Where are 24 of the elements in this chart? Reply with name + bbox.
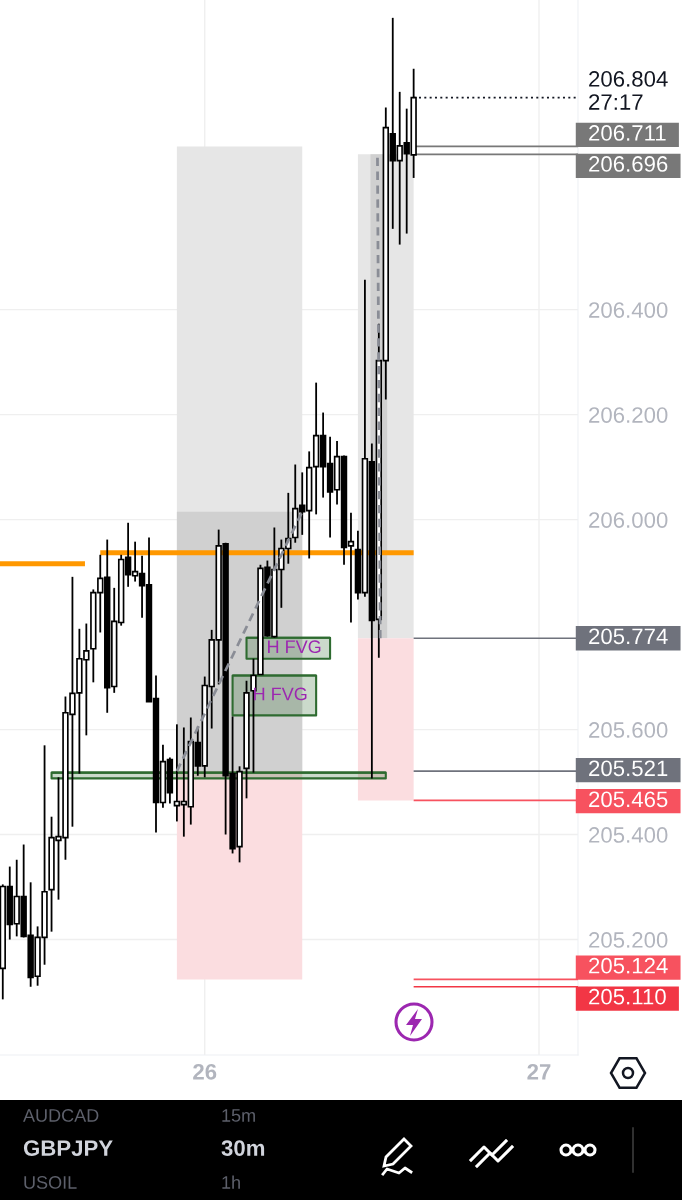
ref-line-label: 205.110	[589, 988, 666, 1005]
y-tick-label: 206.200	[589, 407, 668, 423]
text: USOIL	[24, 1176, 77, 1189]
ref-line-label: 205.465	[589, 791, 668, 808]
text: 1h	[222, 1175, 240, 1189]
ref-line-label: 206.711	[589, 125, 666, 141]
text: 30m	[221, 1140, 265, 1156]
y-tick-label: 205.600	[589, 722, 668, 738]
y-tick-label: 205.200	[589, 932, 668, 948]
text: 15m	[222, 1109, 255, 1122]
ref-line-label: 206.804 27:17	[589, 71, 668, 110]
ref-line-label: 206.696	[589, 156, 668, 172]
series-label: H FVG	[268, 640, 321, 654]
ref-line-label: 205.124	[589, 957, 668, 974]
ref-line-label: 205.521	[589, 760, 668, 777]
x-tick-label: 27	[527, 1063, 551, 1080]
ref-line-label: 205.774	[589, 628, 668, 645]
series-label: H FVG	[254, 687, 307, 701]
y-tick-label: 206.000	[589, 512, 668, 528]
y-tick-label: 205.400	[589, 827, 668, 843]
text: GBPJPY	[23, 1140, 113, 1156]
x-tick-label: 26	[193, 1063, 217, 1080]
y-tick-label: 206.400	[589, 302, 668, 318]
text: AUDCAD	[23, 1109, 99, 1122]
